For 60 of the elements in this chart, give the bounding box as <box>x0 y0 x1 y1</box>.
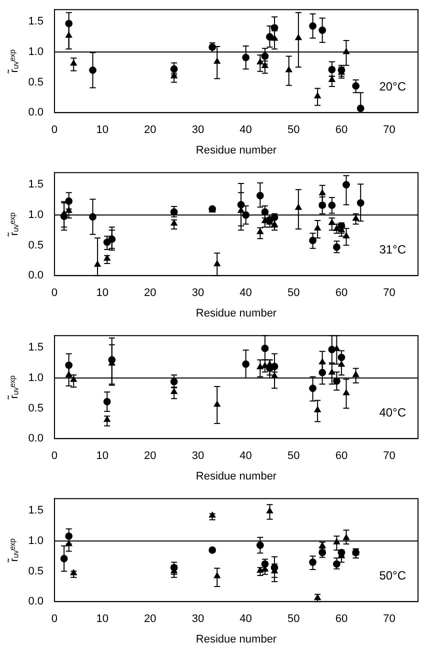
x-tick-label: 10 <box>96 450 108 462</box>
y-tick-label: 1.5 <box>28 504 44 517</box>
y-axis-title: r̃ᵤᵥᵉˣᵖ <box>8 49 21 74</box>
x-tick-label: 50 <box>288 124 300 136</box>
y-axis-title: r̃ᵤᵥᵉˣᵖ <box>8 375 21 400</box>
x-tick-label: 0 <box>51 450 58 462</box>
y-tick-label: 1.5 <box>28 16 44 28</box>
x-tick-label: 30 <box>192 124 204 136</box>
x-tick-label: 20 <box>144 450 156 462</box>
x-tick-label: 30 <box>192 613 204 626</box>
x-tick-label: 70 <box>383 124 396 136</box>
y-tick-label: 1.0 <box>28 372 44 384</box>
y-tick-label: 0.0 <box>28 432 44 445</box>
y-tick-label: 0.0 <box>28 106 44 119</box>
x-tick-label: 40 <box>240 124 252 136</box>
x-tick-label: 40 <box>240 613 252 626</box>
y-tick-label: 1.0 <box>28 535 44 548</box>
x-tick-label: 10 <box>96 613 108 626</box>
x-tick-label: 30 <box>192 450 204 462</box>
x-tick-label: 20 <box>144 613 156 626</box>
annotation: 50°C <box>379 568 406 583</box>
y-tick-label: 0.5 <box>28 402 44 414</box>
x-tick-label: 0 <box>51 124 58 136</box>
x-tick-label: 40 <box>240 450 252 462</box>
x-tick-label: 70 <box>383 450 396 462</box>
x-tick-label: 30 <box>192 287 204 300</box>
annotation: 20°C <box>379 80 406 94</box>
x-tick-label: 60 <box>335 613 348 626</box>
x-tick-label: 60 <box>335 450 348 462</box>
y-tick-label: 1.5 <box>28 178 44 191</box>
x-axis-title: Residue number <box>196 470 277 482</box>
x-tick-label: 50 <box>288 613 300 626</box>
x-tick-label: 10 <box>96 287 108 300</box>
x-axis-title: Residue number <box>196 307 277 320</box>
x-tick-label: 0 <box>51 287 58 300</box>
y-axis-title: r̃ᵤᵥᵉˣᵖ <box>8 538 21 564</box>
y-tick-label: 0.0 <box>28 270 44 282</box>
y-tick-label: 0.0 <box>28 596 44 608</box>
annotation: 31°C <box>379 242 406 257</box>
x-tick-label: 60 <box>335 124 348 136</box>
x-tick-label: 70 <box>383 287 396 300</box>
y-tick-label: 1.0 <box>28 46 44 58</box>
x-axis-title: Residue number <box>196 633 277 646</box>
x-tick-label: 0 <box>51 613 58 626</box>
y-axis-title: r̃ᵤᵥᵉˣᵖ <box>8 212 21 238</box>
y-tick-label: 0.5 <box>28 76 44 88</box>
x-tick-label: 40 <box>240 287 252 300</box>
annotation: 40°C <box>379 406 406 420</box>
x-tick-label: 60 <box>335 287 348 300</box>
y-tick-label: 0.5 <box>28 565 44 578</box>
y-tick-label: 0.5 <box>28 239 44 252</box>
x-tick-label: 70 <box>383 613 396 626</box>
y-tick-label: 1.5 <box>28 342 44 354</box>
x-tick-label: 20 <box>144 124 156 136</box>
x-tick-label: 10 <box>96 124 108 136</box>
x-tick-label: 20 <box>144 287 156 300</box>
y-tick-label: 1.0 <box>28 209 44 222</box>
x-tick-label: 50 <box>288 287 300 300</box>
x-axis-title: Residue number <box>196 144 277 156</box>
x-tick-label: 50 <box>288 450 300 462</box>
